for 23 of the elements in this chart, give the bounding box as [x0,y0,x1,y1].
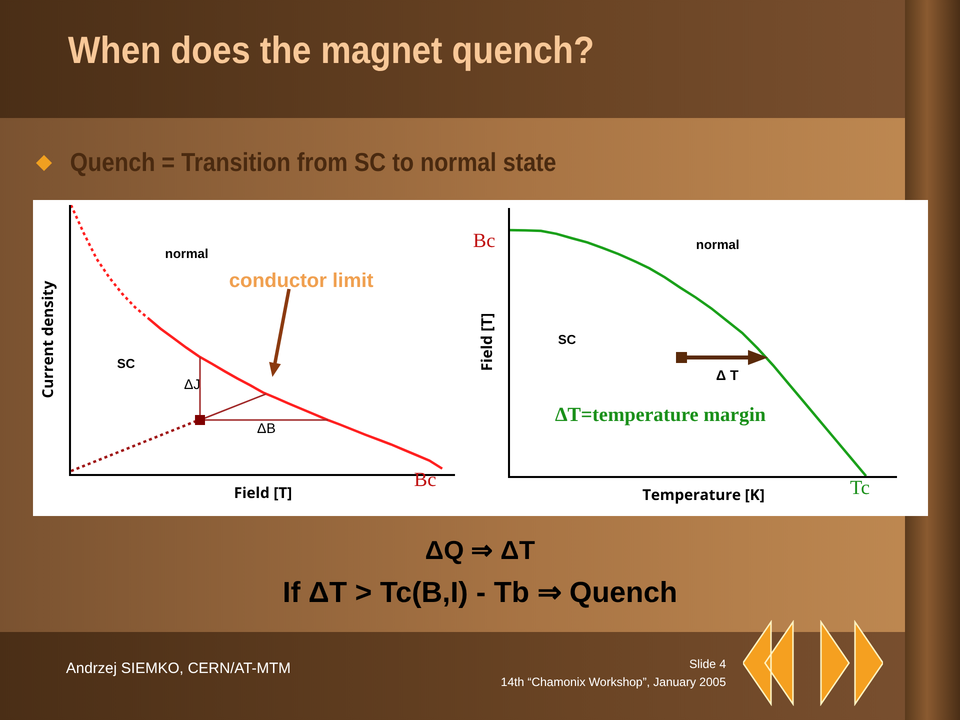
annotation: SC [558,332,577,347]
y-axis-title: Field [T] [476,312,497,372]
text: Andrzej SIEMKO, CERN/AT-MTM [66,660,291,677]
x-axis-title: Temperature [K] [642,484,765,505]
annotation: ΔB [257,420,276,436]
x-axis-title: Field [T] [234,482,292,503]
text: Bc [473,230,496,252]
annotation: ΔJ [184,376,200,392]
text: Tc [850,477,870,499]
text: If ΔT > Tc(B,I) - Tb ⇒ Quench [282,576,678,610]
annotation: normal [696,237,740,252]
text: Slide 4 [688,657,726,671]
annotation: ΔT=temperature margin [555,404,766,426]
chart-subtitle: Quench = Transition from SC to normal state [70,147,556,178]
annotation: Bc [414,469,436,491]
text: ΔQ ⇒ ΔT [424,535,536,566]
annotation: Δ T [716,367,739,383]
annotation: conductor limit [229,270,374,292]
annotation: SC [117,356,136,371]
chart-title: When does the magnet quench? [68,30,594,73]
text: 14th “Chamonix Workshop”, January 2005 [500,675,726,689]
annotation: normal [165,246,208,261]
y-axis-title: Current density [38,280,58,398]
